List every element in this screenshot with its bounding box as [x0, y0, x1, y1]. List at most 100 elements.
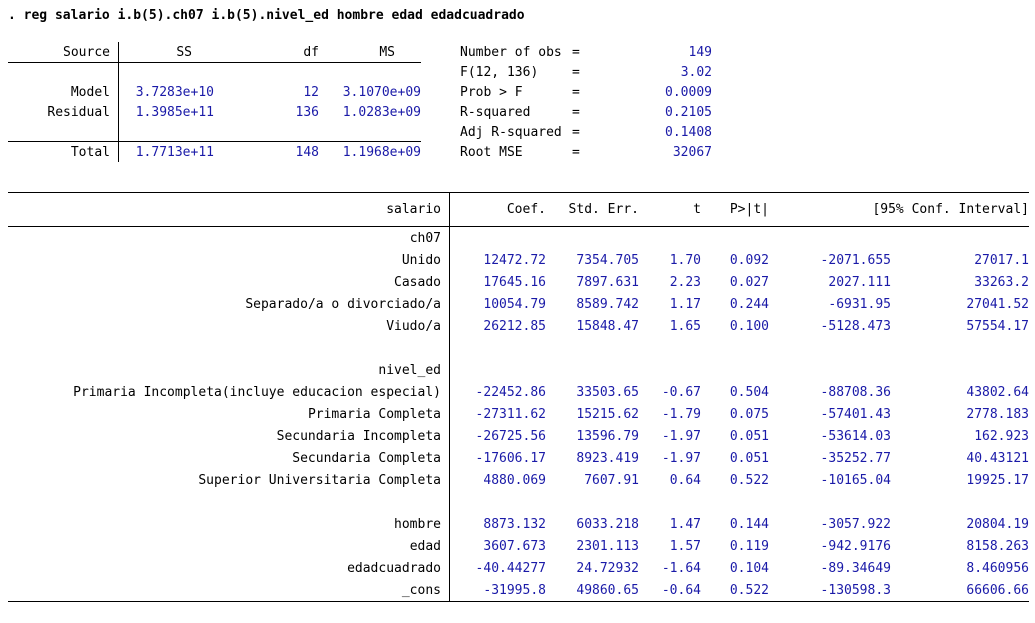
row-label: hombre [394, 516, 441, 532]
stat-value: 0.2105 [665, 104, 712, 120]
row-values: 3607.673 2301.113 1.57 0.119 -942.9176 8158.2… [449, 535, 1029, 557]
row-values: 8873.132 6033.218 1.47 0.144 -3057.922 20804.… [449, 513, 1029, 535]
ci-low-cell: -35252.77 [820, 450, 891, 466]
df-value: 148 [295, 144, 319, 160]
ci-low-cell: -942.9176 [820, 538, 891, 554]
coefficient-row: hombre 8873.132 6033.218 1.47 0.144 -3057.922… [8, 513, 1029, 535]
ci-high-cell: 66606.66 [966, 582, 1029, 598]
equals-sign: = [572, 84, 580, 100]
stat-value: 0.0009 [665, 84, 712, 100]
ci-column-header: [95% Conf. Interval] [872, 202, 1029, 217]
p-cell: 0.522 [729, 582, 769, 598]
ci-high-cell: 43802.64 [966, 384, 1029, 400]
ci-high-cell: 8158.263 [966, 538, 1029, 554]
model-summary-section: Source SS df MS Model 3.7283e+10 12 3.10… [8, 42, 1035, 162]
p-cell: 0.027 [729, 274, 769, 290]
coef-cell: -31995.8 [483, 582, 546, 598]
ms-value: 3.1070e+09 [342, 84, 421, 100]
ss-value: 3.7283e+10 [135, 84, 214, 100]
ms-value: 1.0283e+09 [342, 104, 421, 120]
std-err-cell: 6033.218 [576, 516, 639, 532]
p-cell: 0.522 [729, 472, 769, 488]
anova-row-residual: Residual 1.3985e+11 136 1.0283e+09 [8, 102, 421, 122]
df-column-header: df [303, 44, 319, 60]
fit-stat-row: Prob > F = 0.0009 [460, 82, 712, 102]
row-label: Primaria Incompleta(incluye educacion es… [73, 384, 441, 400]
equals-sign: = [572, 124, 580, 140]
stat-label: Number of obs [460, 44, 562, 60]
ci-high-cell: 40.43121 [966, 450, 1029, 466]
depvar-label: salario [386, 202, 441, 217]
coef-cell: -40.44277 [475, 560, 546, 576]
std-err-cell: 33503.65 [576, 384, 639, 400]
std-err-cell: 8923.419 [576, 450, 639, 466]
equals-sign: = [572, 144, 580, 160]
ci-low-cell: -2071.655 [820, 252, 891, 268]
ss-value: 1.3985e+11 [135, 104, 214, 120]
t-cell: -1.97 [661, 428, 701, 444]
stat-value: 32067 [672, 144, 712, 160]
p-cell: 0.092 [729, 252, 769, 268]
ci-low-cell: -57401.43 [820, 406, 891, 422]
source-column-header: Source [63, 44, 110, 60]
ci-low-cell: -3057.922 [820, 516, 891, 532]
anova-header-row: Source SS df MS [8, 42, 421, 62]
ci-high-cell: 33263.2 [974, 274, 1029, 290]
t-cell: -1.79 [661, 406, 701, 422]
coef-cell: 10054.79 [483, 296, 546, 312]
row-values: -22452.86 33503.65 -0.67 0.504 -88708.36 4380… [449, 381, 1029, 403]
t-cell: -1.97 [661, 450, 701, 466]
coefficient-row: Superior Universitaria Completa 4880.069 7… [8, 469, 1029, 491]
std-err-cell: 7897.631 [576, 274, 639, 290]
t-cell: 1.47 [669, 516, 701, 532]
t-cell: -1.64 [661, 560, 701, 576]
ms-value: 1.1968e+09 [342, 144, 421, 160]
coef-cell: 4880.069 [483, 472, 546, 488]
stat-value: 0.1408 [665, 124, 712, 140]
factor-group-row: nivel_ed [8, 359, 1029, 381]
t-cell: -0.64 [661, 582, 701, 598]
row-values [449, 337, 1029, 359]
anova-row-values: 1.3985e+11 136 1.0283e+09 [118, 102, 421, 122]
source-label: Residual [47, 104, 110, 120]
ci-high-cell: 19925.17 [966, 472, 1029, 488]
std-err-cell: 8589.742 [576, 296, 639, 312]
ci-low-cell: -10165.04 [820, 472, 891, 488]
std-err-cell: 49860.65 [576, 582, 639, 598]
ci-low-cell: -6931.95 [828, 296, 891, 312]
coef-cell: -17606.17 [475, 450, 546, 466]
anova-row-values: 1.7713e+11 148 1.1968e+09 [118, 142, 421, 162]
ss-column-header: SS [176, 44, 192, 60]
std-err-cell: 2301.113 [576, 538, 639, 554]
stat-label: F(12, 136) [460, 64, 539, 80]
row-label: nivel_ed [378, 362, 441, 378]
row-values [449, 227, 1029, 249]
row-values: 26212.85 15848.47 1.65 0.100 -5128.473 57554.… [449, 315, 1029, 337]
equals-sign: = [572, 44, 580, 60]
row-values: -31995.8 49860.65 -0.64 0.522 -130598.3 66606… [449, 579, 1029, 601]
t-cell: 0.64 [669, 472, 701, 488]
ci-low-cell: -53614.03 [820, 428, 891, 444]
row-values: 10054.79 8589.742 1.17 0.244 -6931.95 27041.5… [449, 293, 1029, 315]
fit-stat-row: Number of obs = 149 [460, 42, 712, 62]
coef-header-values: Coef. Std. Err. t P>|t| [95% Conf. Inter… [449, 193, 1029, 226]
ss-value: 1.7713e+11 [135, 144, 214, 160]
ci-low-cell: -5128.473 [820, 318, 891, 334]
ci-low-cell: -130598.3 [820, 582, 891, 598]
row-label: Superior Universitaria Completa [198, 472, 441, 488]
row-label: _cons [401, 582, 441, 598]
ci-low-cell: 2027.111 [828, 274, 891, 290]
anova-row-values: 3.7283e+10 12 3.1070e+09 [118, 82, 421, 102]
row-values: -40.44277 24.72932 -1.64 0.104 -89.34649 8.46… [449, 557, 1029, 579]
stat-label: Adj R-squared [460, 124, 562, 140]
std-err-cell: 13596.79 [576, 428, 639, 444]
std-err-cell: 7354.705 [576, 252, 639, 268]
coef-cell: -26725.56 [475, 428, 546, 444]
command-line: . reg salario i.b(5).ch07 i.b(5).nivel_e… [8, 8, 525, 23]
anova-table: Source SS df MS Model 3.7283e+10 12 3.10… [8, 42, 421, 162]
stat-label: Root MSE [460, 144, 523, 160]
coefficient-row: Primaria Completa -27311.62 15215.62 -1.79 0… [8, 403, 1029, 425]
row-values: 17645.16 7897.631 2.23 0.027 2027.111 33263.2 [449, 271, 1029, 293]
std-err-cell: 7607.91 [584, 472, 639, 488]
